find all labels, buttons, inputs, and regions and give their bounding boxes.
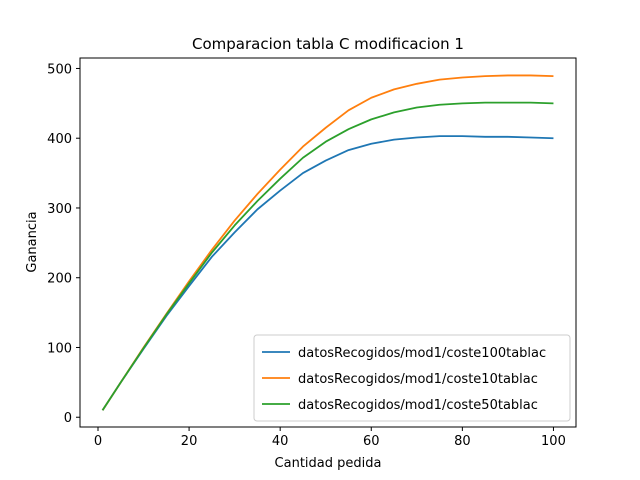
y-tick-label: 200 (47, 272, 72, 287)
x-tick-label: 100 (541, 434, 566, 449)
chart-title: Comparacion tabla C modificacion 1 (192, 35, 464, 53)
axes: 0 20 40 60 80 100 0 100 200 300 400 500 (47, 62, 566, 449)
y-tick-label: 400 (47, 132, 72, 147)
series-line-1 (101, 135, 554, 411)
legend-label-2: datosRecogidos/mod1/coste10tablac (298, 372, 538, 387)
x-tick-label: 20 (181, 434, 198, 449)
legend-box (253, 334, 571, 422)
y-tick-label: 300 (47, 202, 72, 217)
x-tick-label: 60 (363, 434, 380, 449)
series-lines (101, 74, 554, 411)
series-line-3 (101, 101, 554, 411)
y-tick-label: 100 (47, 341, 72, 356)
x-axis-label: Cantidad pedida (275, 456, 382, 471)
y-axis-label: Ganancia (25, 211, 40, 272)
x-tick-label: 0 (94, 434, 102, 449)
legend-label-1: datosRecogidos/mod1/coste100tablac (298, 346, 546, 361)
y-tick-label: 500 (47, 62, 72, 77)
x-tick-label: 40 (272, 434, 289, 449)
axes-frame (79, 57, 577, 428)
x-tick-label: 80 (454, 434, 471, 449)
y-tick-label: 0 (64, 411, 72, 426)
legend: datosRecogidos/mod1/coste100tablac datosR… (253, 334, 571, 422)
legend-label-3: datosRecogidos/mod1/coste50tablac (298, 398, 538, 413)
